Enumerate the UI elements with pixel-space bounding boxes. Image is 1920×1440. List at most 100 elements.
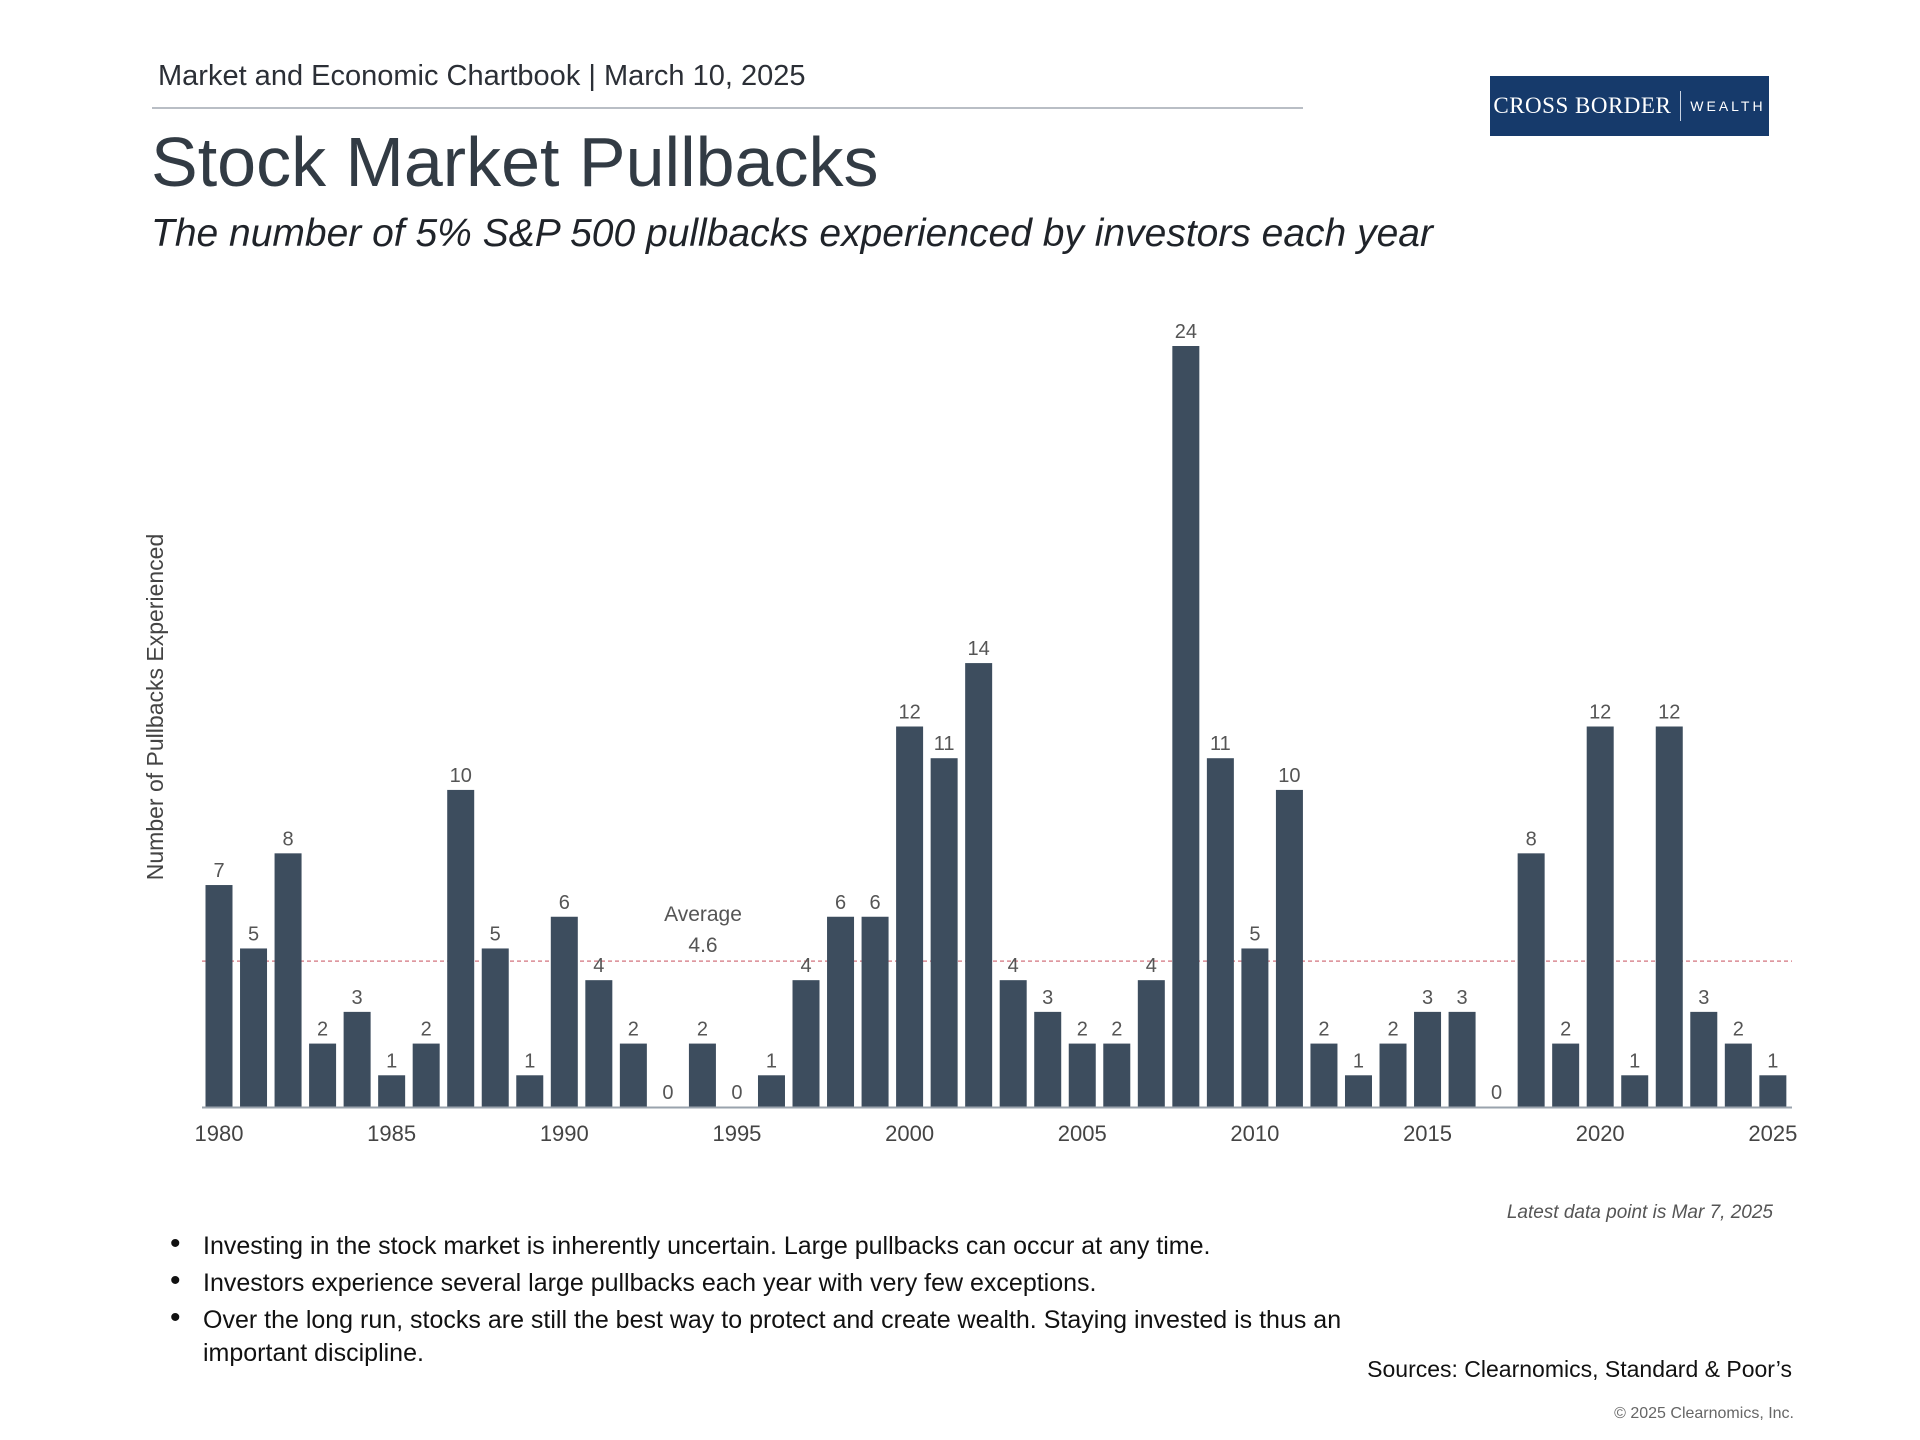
data-label-1992: 2	[628, 1019, 639, 1041]
average-label: Average	[664, 903, 742, 926]
bar-2003	[999, 980, 1027, 1107]
data-label-1980: 7	[213, 860, 224, 882]
cross-border-wealth-logo: CROSS BORDER WEALTH	[1490, 76, 1769, 136]
data-label-1989: 1	[524, 1050, 535, 1072]
header-divider	[152, 107, 1303, 109]
data-label-2006: 2	[1111, 1019, 1122, 1041]
key-point: Over the long run, stocks are still the …	[170, 1301, 1370, 1370]
data-label-2019: 2	[1560, 1019, 1571, 1041]
x-tick-label: 1985	[367, 1121, 416, 1146]
logo-sub-text: WEALTH	[1690, 98, 1766, 114]
data-label-2005: 2	[1077, 1019, 1088, 1041]
sources-note: Sources: Clearnomics, Standard & Poor’s	[1367, 1356, 1792, 1382]
data-label-1988: 5	[490, 923, 501, 945]
data-label-2001: 11	[934, 733, 955, 755]
data-label-2024: 2	[1733, 1019, 1744, 1041]
average-value-label: 4.6	[688, 934, 717, 957]
bar-1999	[861, 916, 889, 1107]
y-axis-label: Number of Pullbacks Experienced	[142, 534, 168, 880]
data-label-2000: 12	[898, 702, 920, 724]
bar-1998	[827, 916, 855, 1107]
bar-2015	[1414, 1011, 1442, 1107]
data-label-1991: 4	[593, 955, 604, 977]
bar-2023	[1690, 1011, 1718, 1107]
data-label-2009: 11	[1210, 733, 1231, 755]
x-tick-label: 2005	[1058, 1121, 1107, 1146]
data-label-1998: 6	[835, 892, 846, 914]
bar-1997	[792, 980, 820, 1107]
bar-1996	[757, 1075, 785, 1107]
data-label-2012: 2	[1318, 1019, 1329, 1041]
bar-1982	[274, 853, 302, 1107]
data-label-2011: 10	[1278, 765, 1300, 787]
bar-1981	[240, 948, 268, 1107]
data-label-1984: 3	[352, 987, 363, 1009]
data-label-1995: 0	[731, 1082, 742, 1104]
bar-1992	[619, 1043, 647, 1107]
bar-2008	[1172, 346, 1200, 1107]
data-label-2017: 0	[1491, 1082, 1502, 1104]
bar-2006	[1103, 1043, 1131, 1107]
bar-2021	[1621, 1075, 1649, 1107]
data-label-1993: 0	[662, 1082, 673, 1104]
bar-1985	[378, 1075, 406, 1107]
data-label-2010: 5	[1249, 923, 1260, 945]
bar-2013	[1344, 1075, 1372, 1107]
bar-1991	[585, 980, 613, 1107]
bar-2005	[1068, 1043, 1096, 1107]
x-tick-label: 2025	[1748, 1121, 1797, 1146]
data-label-1999: 6	[870, 892, 881, 914]
data-label-2004: 3	[1042, 987, 1053, 1009]
chartbook-header: Market and Economic Chartbook | March 10…	[158, 60, 806, 92]
bar-1983	[309, 1043, 337, 1107]
data-label-2023: 3	[1698, 987, 1709, 1009]
bar-1989	[516, 1075, 544, 1107]
x-tick-label: 2020	[1576, 1121, 1625, 1146]
bar-1987	[447, 789, 475, 1107]
data-label-2015: 3	[1422, 987, 1433, 1009]
data-label-2003: 4	[1008, 955, 1019, 977]
data-label-2013: 1	[1353, 1050, 1364, 1072]
bar-2001	[930, 758, 958, 1107]
x-tick-label: 2015	[1403, 1121, 1452, 1146]
key-point: Investors experience several large pullb…	[170, 1264, 1370, 1300]
x-tick-label: 1980	[195, 1121, 244, 1146]
bar-2000	[896, 726, 924, 1107]
data-label-1994: 2	[697, 1019, 708, 1041]
latest-data-note: Latest data point is Mar 7, 2025	[1507, 1202, 1774, 1223]
logo-main-text: CROSS BORDER	[1493, 93, 1672, 118]
bar-1986	[412, 1043, 440, 1107]
data-label-2025: 1	[1767, 1050, 1778, 1072]
bar-1988	[481, 948, 509, 1107]
bar-2011	[1275, 789, 1303, 1107]
x-tick-label: 2010	[1230, 1121, 1279, 1146]
data-label-1983: 2	[317, 1019, 328, 1041]
data-label-1990: 6	[559, 892, 570, 914]
bar-2022	[1655, 726, 1683, 1107]
bar-2009	[1206, 758, 1234, 1107]
page-title: Stock Market Pullbacks	[151, 123, 879, 201]
bar-2012	[1310, 1043, 1338, 1107]
bar-2007	[1137, 980, 1165, 1107]
data-label-1981: 5	[248, 923, 259, 945]
bar-2020	[1586, 726, 1614, 1107]
page-subtitle: The number of 5% S&P 500 pullbacks exper…	[151, 212, 1433, 255]
copyright-note: © 2025 Clearnomics, Inc.	[1614, 1405, 1794, 1422]
data-label-2018: 8	[1526, 828, 1537, 850]
x-tick-label: 1995	[712, 1121, 761, 1146]
data-label-2008: 24	[1175, 321, 1197, 343]
bar-2018	[1517, 853, 1545, 1107]
data-label-2022: 12	[1658, 702, 1680, 724]
bar-1980	[205, 885, 233, 1107]
bar-2019	[1552, 1043, 1580, 1107]
bar-2014	[1379, 1043, 1407, 1107]
data-label-1987: 10	[450, 765, 472, 787]
x-tick-label: 1990	[540, 1121, 589, 1146]
logo-separator	[1680, 91, 1682, 121]
bar-2016	[1448, 1011, 1476, 1107]
data-label-2014: 2	[1387, 1019, 1398, 1041]
data-label-2002: 14	[968, 638, 990, 660]
data-label-2016: 3	[1457, 987, 1468, 1009]
data-label-2020: 12	[1589, 702, 1611, 724]
